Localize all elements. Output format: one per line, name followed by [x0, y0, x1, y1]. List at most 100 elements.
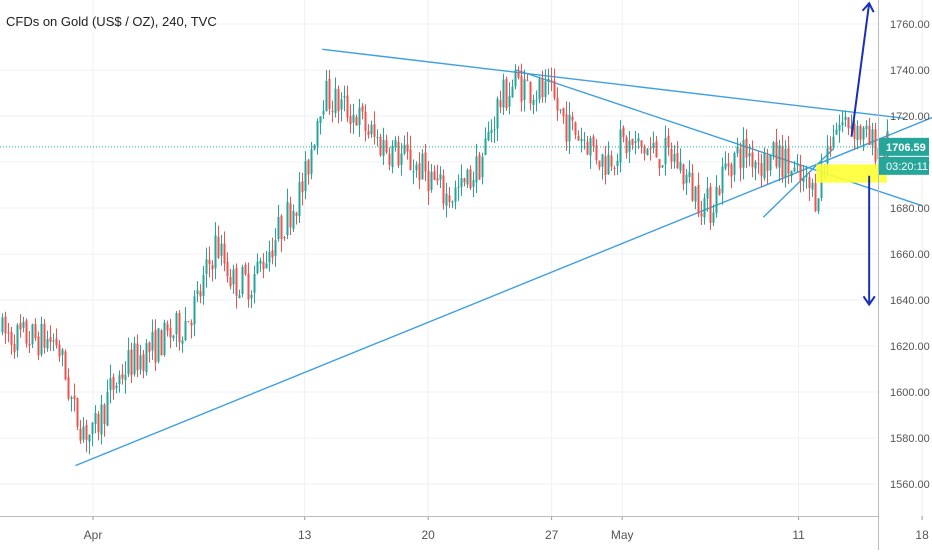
candle-bull	[493, 129, 496, 131]
candle-bull	[817, 198, 820, 212]
candle-bear	[571, 116, 574, 121]
candle-bear	[868, 125, 871, 146]
candle-bull	[61, 349, 64, 356]
candle-bear	[625, 137, 628, 154]
y-tick-label: 1640.00	[890, 295, 930, 307]
candle-bull	[724, 163, 727, 169]
candle-bull	[145, 343, 148, 373]
upper-resistance-trendline[interactable]	[322, 48, 905, 119]
breakout-up-arrow[interactable]	[850, 1, 875, 137]
candle-bear	[592, 136, 595, 147]
candle-bull	[403, 144, 406, 154]
candle-bull	[865, 125, 868, 130]
candle-bear	[613, 167, 616, 169]
candle-bear	[25, 320, 28, 344]
candle-bull	[688, 172, 691, 177]
candle-bear	[526, 80, 529, 82]
candle-bull	[118, 375, 121, 385]
candle-bear	[649, 147, 652, 149]
last-price-label: 1706.59	[886, 142, 926, 154]
breakout-down-arrow[interactable]	[862, 175, 876, 307]
apex-highlight-box[interactable]	[816, 164, 887, 183]
candle-bull	[607, 154, 610, 175]
candle-bull	[313, 145, 316, 150]
short-rising-trendline[interactable]	[762, 147, 835, 218]
candle-bear	[550, 80, 553, 82]
candle-bull	[316, 121, 319, 146]
candle-bull	[481, 156, 484, 178]
candle-bear	[385, 140, 388, 153]
candle-bull	[196, 290, 199, 295]
candle-bear	[34, 323, 37, 339]
candle-bear	[553, 80, 556, 98]
candle-bull	[496, 98, 499, 129]
candle-bear	[307, 159, 310, 175]
candle-bull	[835, 129, 838, 135]
candle-bull	[721, 166, 724, 194]
candle-bull	[40, 323, 43, 355]
candle-bull	[274, 240, 277, 256]
candle-bull	[583, 139, 586, 141]
candle-bear	[727, 163, 730, 167]
candle-bull	[439, 174, 442, 180]
candle-bear	[751, 152, 754, 168]
y-tick-label: 1600.00	[890, 387, 930, 399]
candle-bull	[523, 79, 526, 100]
candle-bear	[103, 404, 106, 424]
candle-bull	[451, 201, 454, 203]
candle-bull	[634, 141, 637, 143]
candle-bear	[565, 114, 568, 142]
candle-bull	[568, 114, 571, 142]
candle-bear	[463, 178, 466, 183]
x-tick-label: 20	[421, 528, 435, 542]
candle-bull	[460, 177, 463, 187]
candle-bear	[529, 82, 532, 104]
candle-bear	[73, 395, 76, 400]
candle-bear	[541, 78, 544, 98]
candle-bull	[850, 125, 853, 130]
candle-bear	[262, 261, 265, 270]
candle-bull	[343, 96, 346, 98]
candle-bull	[685, 174, 688, 184]
candle-bull	[832, 136, 835, 148]
candle-bear	[379, 136, 382, 156]
candle-bull	[748, 152, 751, 157]
candle-bear	[112, 376, 115, 390]
candle-bull	[259, 260, 262, 264]
candle-bear	[226, 261, 229, 277]
lower-support-trendline[interactable]	[75, 93, 932, 467]
candle-bull	[454, 187, 457, 202]
candle-bull	[376, 137, 379, 139]
candle-bear	[622, 127, 625, 138]
candle-bear	[331, 110, 334, 113]
candle-bear	[154, 329, 157, 363]
candle-bull	[619, 129, 622, 163]
candle-bull	[139, 355, 142, 370]
candle-bull	[715, 186, 718, 213]
candle-bull	[241, 266, 244, 295]
candle-bull	[466, 169, 469, 185]
candle-bull	[628, 140, 631, 152]
candle-bull	[784, 148, 787, 178]
overlays	[0, 1, 887, 307]
candle-bull	[661, 165, 664, 168]
y-tick-label: 1760.00	[890, 19, 930, 31]
candle-bull	[277, 216, 280, 240]
candle-bull	[220, 243, 223, 256]
candle-bear	[418, 163, 421, 180]
candle-bear	[424, 152, 427, 172]
candle-bull	[673, 153, 676, 162]
countdown-badge-bg	[879, 156, 929, 175]
candle-bear	[610, 155, 613, 167]
last-price-badge-bg	[879, 137, 929, 156]
candle-bull	[601, 154, 604, 167]
candle-bull	[22, 321, 25, 328]
candle-bear	[58, 344, 61, 357]
candle-bear	[586, 141, 589, 155]
candles	[1, 63, 889, 455]
candle-bear	[178, 313, 181, 343]
inner-descending-trendline[interactable]	[516, 69, 923, 207]
candle-bear	[436, 178, 439, 181]
candle-bear	[643, 146, 646, 154]
candle-bear	[781, 146, 784, 177]
